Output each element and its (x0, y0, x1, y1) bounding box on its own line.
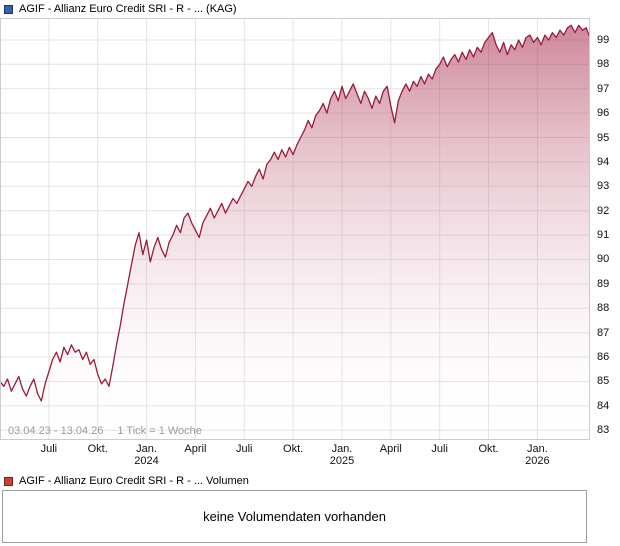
no-volume-message: keine Volumendaten vorhanden (203, 509, 386, 524)
y-axis-label: 89 (597, 277, 610, 290)
x-axis-label: Juli (236, 443, 253, 455)
x-axis-label: Jan. 2024 (122, 443, 172, 467)
y-axis-label: 86 (597, 351, 610, 364)
x-axis-label: Okt. (283, 443, 304, 455)
x-axis-label: Juli (431, 443, 448, 455)
volume-title: AGIF - Allianz Euro Credit SRI - R - ...… (19, 475, 249, 487)
y-axis-label: 84 (597, 399, 610, 412)
y-axis-label: 91 (597, 229, 610, 242)
y-axis-label: 90 (597, 253, 610, 266)
price-series-icon (4, 4, 13, 14)
x-axis-label: Jan. 2026 (512, 443, 562, 467)
y-axis-label: 98 (597, 58, 610, 71)
y-axis-label: 97 (597, 82, 610, 95)
y-axis-labels: 83 84 85 86 87 88 89 90 91 92 93 94 95 96 97 98 99 (593, 18, 620, 440)
x-axis-year-label: 2024 (134, 455, 159, 467)
x-axis-label: Okt. (478, 443, 499, 455)
x-axis-labels: Juli Okt. Jan. 2024 April Juli Okt. Jan. 2025 Apr… (0, 443, 590, 471)
volume-panel: keine Volumendaten vorhanden (2, 490, 587, 543)
chart-title: AGIF - Allianz Euro Credit SRI - R - ...… (19, 3, 237, 15)
chart-header: AGIF - Allianz Euro Credit SRI - R - ...… (4, 3, 237, 15)
y-axis-label: 87 (597, 326, 610, 339)
date-range: 03.04.23 - 13.04.26 (8, 425, 104, 437)
y-axis-label: 83 (597, 424, 610, 437)
x-axis-year-label: 2025 (329, 455, 355, 467)
volume-series-icon (4, 476, 13, 486)
y-axis-label: 96 (597, 107, 610, 120)
y-axis-label: 99 (597, 33, 610, 46)
price-chart-svg (0, 18, 590, 440)
x-axis-label: April (379, 443, 402, 455)
y-axis-label: 93 (597, 180, 610, 193)
y-axis-label: 92 (597, 204, 610, 217)
y-axis-label: 95 (597, 131, 610, 144)
x-axis-label: Juli (40, 443, 58, 455)
x-axis-year-label: 2026 (525, 455, 550, 467)
date-range-note: 03.04.23 - 13.04.26 1 Tick = 1 Woche (8, 425, 202, 437)
y-axis-label: 94 (597, 155, 610, 168)
tick-note: 1 Tick = 1 Woche (117, 425, 202, 437)
x-axis-label: Okt. (87, 443, 108, 455)
volume-header: AGIF - Allianz Euro Credit SRI - R - ...… (4, 475, 249, 487)
price-chart: 03.04.23 - 13.04.26 1 Tick = 1 Woche (0, 18, 590, 440)
y-axis-label: 85 (597, 375, 610, 388)
x-axis-label: April (184, 443, 207, 455)
x-axis-label: Jan. 2025 (317, 443, 367, 467)
y-axis-label: 88 (597, 302, 610, 315)
